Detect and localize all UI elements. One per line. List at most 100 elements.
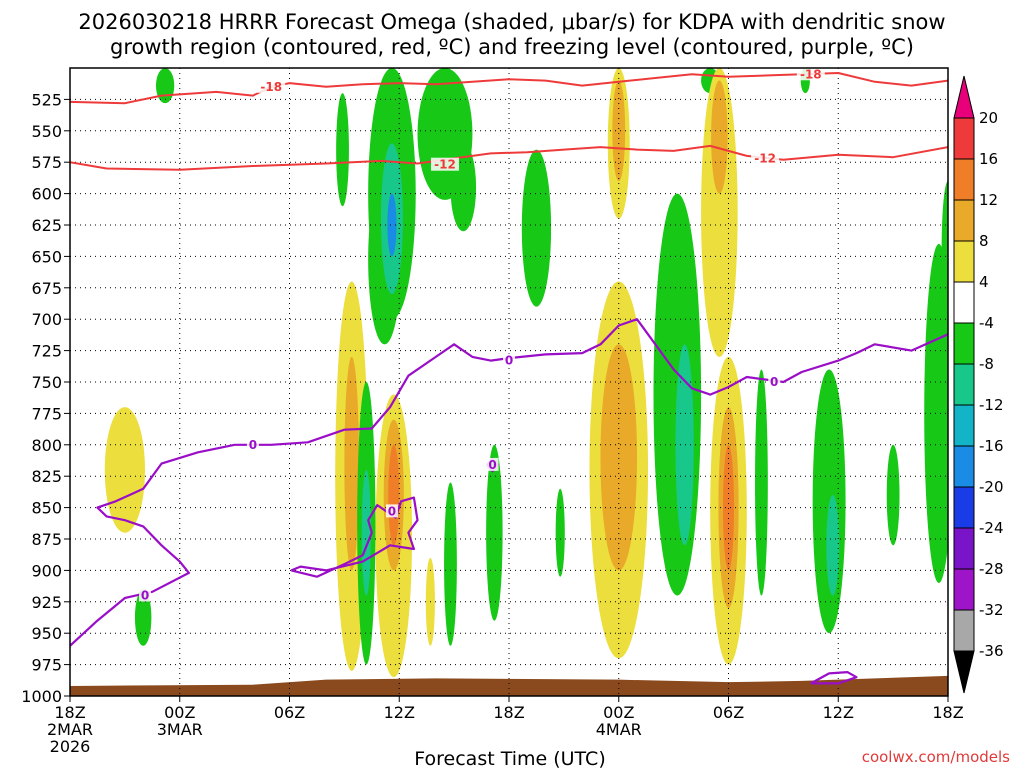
omega-region-up-5 [521, 149, 552, 307]
ytick-label-925: 925 [31, 593, 62, 612]
omega-region-up-39 [886, 444, 900, 546]
xtick-label-5-2: 4MAR [596, 720, 642, 739]
freezing-contour-line-1 [290, 496, 419, 578]
omega-region-up-40 [924, 243, 948, 583]
ytick-label-600: 600 [31, 185, 62, 204]
xtick-label-0-2: 2MAR [47, 720, 93, 739]
colorbar-segment-5 [953, 281, 975, 324]
dgz-contours: -18 -18 -12 -12 [70, 68, 948, 172]
omega-region-up-23 [486, 444, 503, 621]
colorbar-label-11: -28 [979, 560, 1004, 578]
ytick-label-525: 525 [31, 90, 62, 109]
freezing-contour-label-0-0: 0 [249, 438, 257, 452]
colorbar-segment-11 [953, 527, 975, 570]
omega-region-up-13 [344, 356, 360, 571]
ytick-label-975: 975 [31, 656, 62, 675]
colorbar-segment-7 [953, 363, 975, 406]
x-axis-label: Forecast Time (UTC) [414, 748, 605, 768]
freezing-contour-label-bg-0-0 [246, 437, 259, 451]
omega-region-up-22 [444, 482, 457, 646]
dgz-contour-label-bg-1-0 [430, 157, 459, 171]
xtick-label-6-1: 06Z [713, 703, 744, 722]
xtick-label-7-1: 12Z [823, 703, 854, 722]
xtick-label-1-2: 3MAR [157, 720, 203, 739]
ytick-label-900: 900 [31, 561, 62, 580]
omega-region-up-28 [600, 344, 638, 571]
omega-region-up-11 [387, 193, 397, 257]
omega-region-up-30 [675, 344, 694, 546]
freezing-contour-label-bg-3-0 [138, 588, 151, 602]
freezing-contour-label-bg-2-0 [486, 457, 499, 471]
ytick-label-700: 700 [31, 310, 62, 329]
freezing-contour-label-0-1: 0 [505, 354, 513, 368]
plot-area [70, 68, 948, 696]
xtick-label-1-1: 00Z [164, 703, 195, 722]
omega-region-up-37 [812, 369, 846, 634]
xtick-label-5-1: 00Z [603, 703, 634, 722]
colorbar-segment-9 [953, 445, 975, 488]
colorbar-segment-8 [953, 404, 975, 447]
ytick-label-625: 625 [31, 216, 62, 235]
freezing-contour-label-bg-0-1 [503, 353, 515, 367]
xtick-label-4-1: 18Z [493, 703, 524, 722]
ytick-label-775: 775 [31, 404, 62, 423]
dgz-contour-label-0-0: -18 [260, 80, 282, 94]
omega-region-up-31 [701, 68, 738, 357]
freezing-contour-label-3-0: 0 [141, 589, 149, 603]
colorbar-segment-3 [953, 199, 975, 242]
ytick-label-575: 575 [31, 153, 62, 172]
colorbar-label-4: 4 [979, 273, 989, 291]
omega-region-up-26 [612, 80, 626, 182]
ytick-label-825: 825 [31, 467, 62, 486]
credit-text: coolwx.com/models [862, 748, 1010, 766]
omega-region-up-24 [555, 488, 565, 577]
omega-region-up-1 [155, 68, 175, 104]
colorbar-label-12: -32 [979, 601, 1004, 619]
freezing-contour-label-2-0: 0 [488, 458, 496, 472]
ytick-label-950: 950 [31, 624, 62, 643]
colorbar-arrow-bottom [953, 650, 975, 694]
xtick-label-3-1: 12Z [384, 703, 415, 722]
dgz-contour-label-bg-0-0 [257, 79, 286, 93]
omega-region-up-20 [134, 589, 152, 646]
ytick-label-750: 750 [31, 373, 62, 392]
omega-region-up-19 [104, 407, 145, 533]
dgz-contour-label-1-0: -12 [434, 158, 456, 172]
omega-region-up-36 [755, 369, 768, 596]
ytick-label-800: 800 [31, 436, 62, 455]
colorbar-segment-1 [953, 117, 975, 160]
freezing-contour-label-1-0: 0 [388, 504, 396, 518]
colorbar-segment-10 [953, 486, 975, 529]
colorbar-segment-13 [953, 609, 975, 652]
colorbar-segment-4 [953, 240, 975, 283]
colorbar-segment-6 [953, 322, 975, 365]
omega-region-up-8 [336, 93, 349, 207]
colorbar-arrow-top [953, 75, 975, 119]
xtick-label-0-3: 2026 [50, 737, 91, 756]
dgz-contour-label-bg-0-1 [796, 68, 825, 81]
chart-title-line-2: growth region (contoured, red, ºC) and f… [110, 35, 914, 59]
colorbar-label-10: -24 [979, 519, 1004, 537]
colorbar-label-0: 20 [979, 109, 998, 127]
freezing-contour-line-0 [70, 318, 948, 647]
colorbar-label-8: -16 [979, 437, 1004, 455]
chart-title-line-1: 2026030218 HRRR Forecast Omega (shaded, … [78, 10, 945, 34]
freezing-contour-label-0-2: 0 [770, 375, 778, 389]
omega-region-up-18 [388, 444, 400, 546]
freezing-contour-line-4 [810, 671, 858, 685]
xtick-label-2-1: 06Z [274, 703, 305, 722]
colorbar: 20 16 12 8 4 -4 -8 -12 -16 -20 -24 -28 -32 -36 [953, 75, 1004, 694]
colorbar-segment-2 [953, 158, 975, 201]
ytick-label-650: 650 [31, 247, 62, 266]
colorbar-label-1: 16 [979, 150, 998, 168]
dgz-contour-label-1-1: -12 [754, 151, 776, 165]
freezing-level-contours: 0 0 0 0 0 0 [70, 318, 948, 685]
colorbar-label-13: -36 [979, 642, 1004, 660]
colorbar-label-5: -4 [979, 314, 994, 332]
freezing-contour-label-bg-1-0 [385, 504, 398, 518]
dgz-contour-label-bg-1-1 [751, 151, 780, 165]
colorbar-label-6: -8 [979, 355, 994, 373]
ytick-label-850: 850 [31, 499, 62, 518]
